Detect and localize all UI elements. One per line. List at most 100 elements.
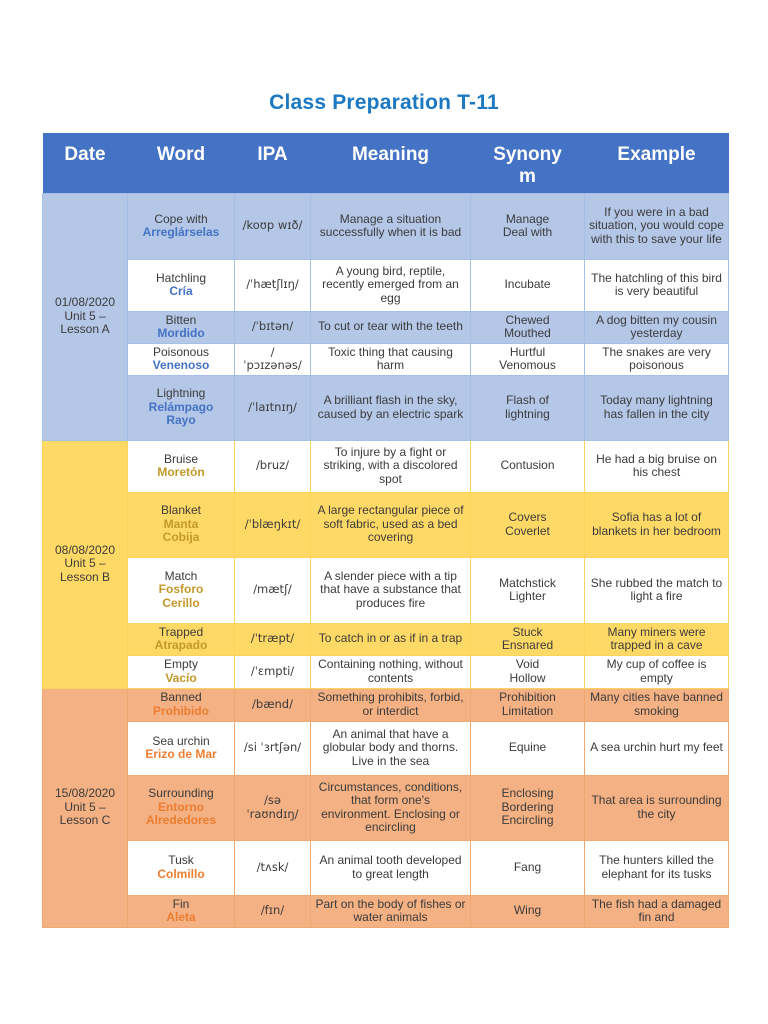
example-cell: The snakes are very poisonous	[584, 342, 729, 376]
text-line: Bordering	[501, 799, 554, 814]
example-cell: That area is surrounding the city	[584, 774, 729, 841]
ipa-cell: /ˈbɪtən/	[234, 310, 311, 344]
synonym-cell: Chewed Mouthed	[470, 310, 585, 344]
text-line: Moretón	[157, 465, 205, 479]
header-cell-ipa: IPA	[234, 133, 311, 193]
synonym-cell: Fang	[470, 839, 585, 896]
meaning-cell: A large rectangular piece of soft fabric…	[310, 491, 471, 558]
page-title: Class Preparation T-11	[269, 91, 499, 114]
date-cell: 08/08/2020 Unit 5 – Lesson B	[42, 439, 128, 689]
table-row: 08/08/2020 Unit 5 – Lesson B Bruise Moretón /…	[42, 439, 729, 689]
text-line: /si ˈɜrtʃən/	[243, 740, 302, 755]
meaning-cell: Manage a situation successfully when it …	[310, 192, 471, 260]
header-label: Date	[64, 144, 106, 165]
text-line: /ˈhætʃlɪŋ/	[246, 277, 299, 292]
example-cell: The hunters killed the elephant for its …	[584, 839, 729, 896]
text-line: Cerillo	[162, 595, 200, 610]
meaning-cell: To catch in or as if in a trap	[310, 622, 471, 656]
word-english: Banned	[160, 690, 202, 704]
word-english: Bruise	[163, 451, 198, 466]
ipa-cell: /ˈtræpt/	[234, 622, 311, 656]
word-english: Tusk	[168, 853, 194, 867]
example-cell: Many cities have banned smoking	[584, 687, 729, 722]
word-english: Sea urchin	[152, 733, 210, 748]
word-cell: Bruise Moretón	[127, 439, 235, 493]
text-line: Limitation	[501, 703, 554, 718]
text-line: 15/08/2020	[54, 786, 116, 801]
ipa-cell: /tʌsk/	[234, 839, 311, 896]
meaning-cell: To cut or tear with the teeth	[310, 310, 471, 344]
word-cell: Cope with Arreglárselas	[127, 192, 235, 260]
synonym-cell: Covers Coverlet	[470, 491, 585, 558]
text-line: Hurtful	[509, 344, 546, 359]
ipa-cell: /ˈɛmpti/	[234, 654, 311, 689]
text-line: Incubate	[504, 277, 551, 292]
text-line: lightning	[505, 406, 550, 421]
meaning-cell: A slender piece with a tip that have a s…	[310, 556, 471, 624]
synonym-cell: Manage Deal with	[470, 192, 585, 260]
synonym-cell: Flash of lightning	[470, 374, 585, 441]
text-line: Lesson C	[59, 813, 111, 828]
text-line: Arreglárselas	[142, 225, 220, 239]
text-line: Prohibido	[153, 703, 209, 718]
ipa-cell: /ˈblæŋkɪt/	[234, 491, 311, 558]
word-english: Hatchling	[155, 270, 207, 285]
text-line: /ˈbɪtən/	[251, 319, 294, 334]
ipa-cell: /ˈhætʃlɪŋ/	[234, 258, 311, 312]
header-label: Word	[156, 144, 206, 165]
text-line: Venenoso	[152, 358, 210, 372]
synonym-cell: Wing	[470, 894, 585, 928]
text-line: Mouthed	[504, 326, 551, 340]
example-cell: She rubbed the match to light a fire	[584, 556, 729, 624]
header-cell-example: Example	[584, 133, 729, 193]
text-line: Stuck	[512, 624, 543, 639]
word-english: Match	[164, 568, 198, 583]
meaning-cell: To injure by a fight or striking, with a…	[310, 439, 471, 493]
table-row: Hatchling Cría/ˈhætʃlɪŋ/A young bird, rep…	[43, 258, 729, 312]
text-line: /koʊp wɪð/	[242, 218, 303, 233]
word-cell: Surrounding Entorno Alrededores	[127, 774, 235, 841]
text-line: 08/08/2020	[54, 542, 116, 557]
header-cell-word: Word	[127, 133, 235, 193]
vocab-table: Date Word IPA Meaning Synonym Example 01/08/2…	[42, 133, 729, 928]
example-cell: If you were in a bad situation, you woul…	[584, 192, 729, 260]
text-line: Unit 5 –	[64, 799, 106, 814]
text-line: Deal with	[502, 225, 553, 239]
meaning-cell: A brilliant flash in the sky, caused by …	[310, 374, 471, 441]
synonym-cell: Hurtful Venomous	[470, 342, 585, 376]
text-line: Fosforo	[158, 582, 204, 597]
text-line: Cobija	[162, 530, 200, 545]
example-cell: The fish had a damaged fin and	[584, 894, 729, 928]
text-line: Unit 5 –	[64, 308, 106, 323]
ipa-cell: / ˈpɔɪzənəs/	[234, 342, 311, 376]
text-line: /	[270, 344, 275, 359]
synonym-cell: Enclosing Bordering Encircling	[470, 774, 585, 841]
text-line: Ensnared	[501, 638, 554, 652]
ipa-cell: /koʊp wɪð/	[234, 192, 311, 260]
text-line: /sə	[264, 793, 281, 807]
table-row: Lightning Relámpago Rayo/ˈlaɪtnɪŋ/A brilli…	[43, 374, 729, 441]
text-line: ˈraʊndɪŋ/	[246, 806, 299, 821]
table-row: Bitten Mordido/ˈbɪtən/To cut or tear with…	[43, 310, 729, 344]
text-line: Lesson A	[60, 322, 110, 337]
text-line: /ˈtræpt/	[250, 631, 295, 646]
word-cell: Empty Vacío	[127, 654, 235, 689]
table-row: 15/08/2020 Unit 5 – Lesson C Banned Prohibid…	[42, 687, 729, 928]
text-line: Enclosing	[501, 786, 554, 801]
text-line: Unit 5 –	[64, 556, 106, 571]
word-english: Lightning	[156, 386, 206, 401]
meaning-cell: An animal that have a globular body and …	[310, 720, 471, 776]
table-row: Fin Aleta/fɪn/Part on the body of fishes …	[43, 894, 729, 928]
example-cell: Today many lightning has fallen in the c…	[584, 374, 729, 441]
ipa-cell: /si ˈɜrtʃən/	[234, 720, 311, 776]
word-cell: Match Fosforo Cerillo	[127, 556, 235, 624]
synonym-cell: Equine	[470, 720, 585, 776]
text-line: 01/08/2020	[54, 295, 116, 310]
example-cell: My cup of coffee is empty	[584, 654, 729, 689]
text-line: Erizo de Mar	[145, 747, 217, 761]
example-cell: The hatchling of this bird is very beaut…	[584, 258, 729, 312]
date-cell: 01/08/2020 Unit 5 – Lesson A	[42, 192, 128, 441]
text-line: Alrededores	[145, 813, 217, 828]
word-cell: Tusk Colmillo	[127, 839, 235, 896]
